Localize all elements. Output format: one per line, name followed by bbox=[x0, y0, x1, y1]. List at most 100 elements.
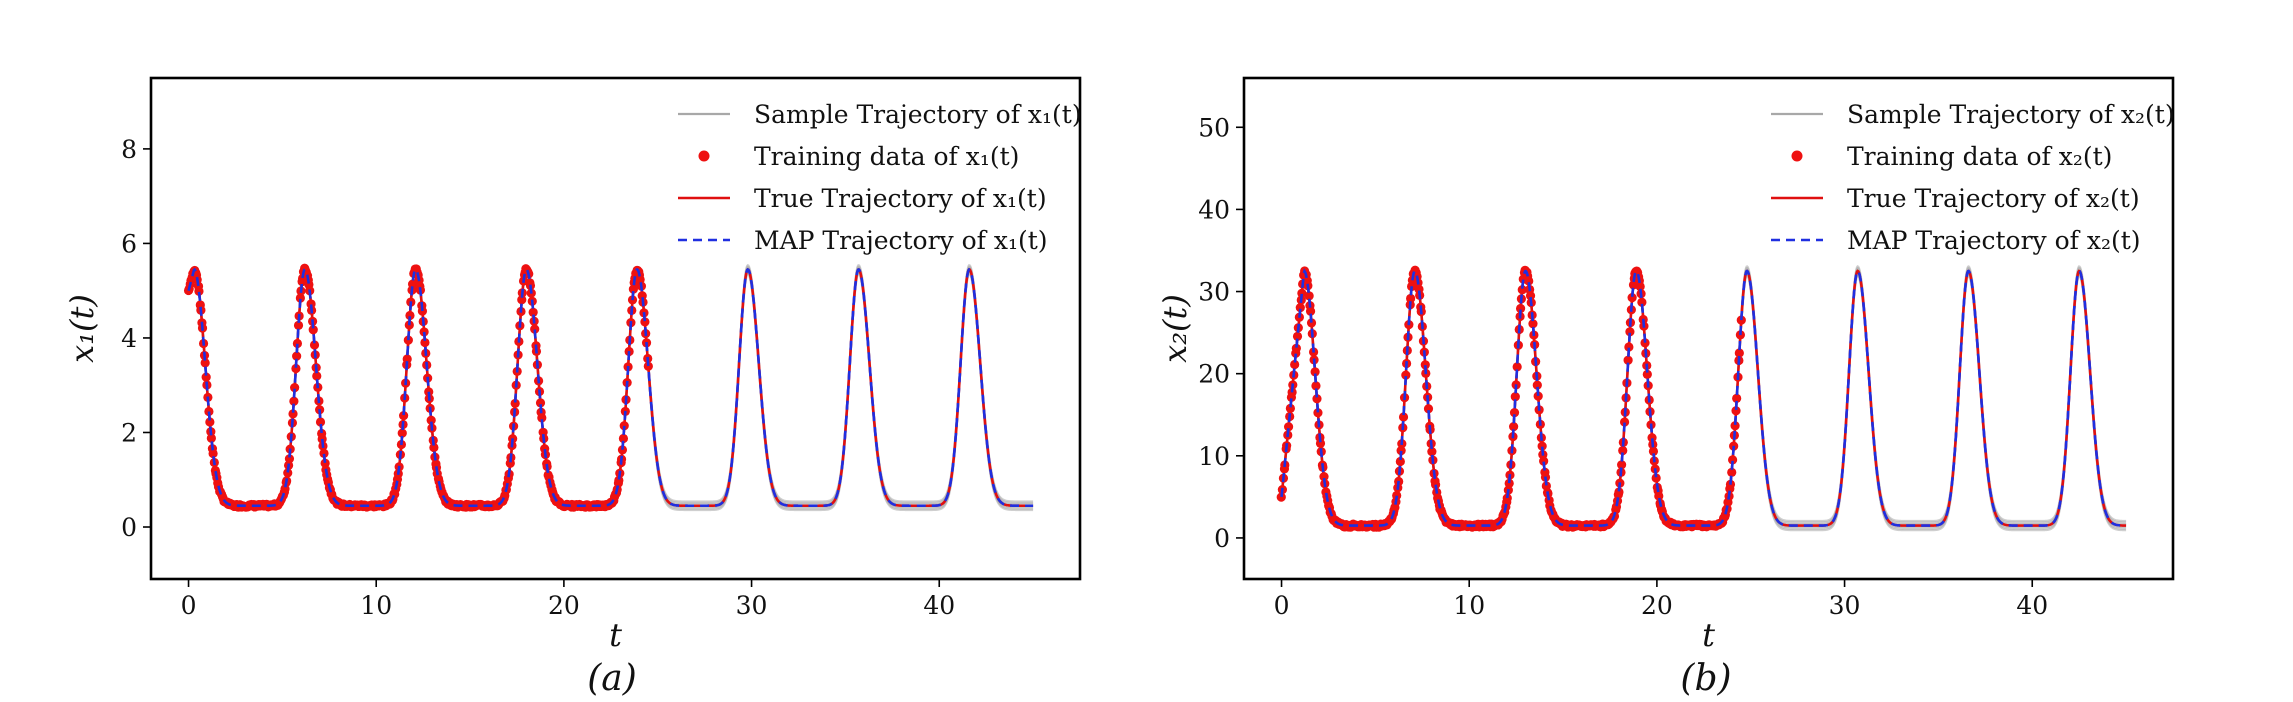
training-data-point bbox=[1319, 472, 1329, 482]
y-axis-label: x₁(t) bbox=[63, 294, 101, 363]
training-data-point bbox=[1510, 392, 1520, 402]
training-data-point bbox=[1727, 467, 1737, 477]
training-data-point bbox=[640, 317, 650, 327]
panel-b: 0 10 20 30 40 0 10 20 30 40 50 t x₂(t) (b) Sample Traj… bbox=[1156, 76, 2175, 699]
training-data-point bbox=[1395, 456, 1405, 467]
training-data-point bbox=[1537, 441, 1547, 451]
training-data-point bbox=[1647, 433, 1657, 443]
training-data-point bbox=[402, 354, 412, 364]
legend-training-swatch bbox=[1791, 150, 1803, 162]
training-data-point bbox=[1619, 417, 1630, 427]
training-data-point bbox=[617, 445, 628, 455]
training-data-point bbox=[517, 295, 527, 305]
training-data-point bbox=[1512, 362, 1522, 372]
y-tick-label: 4 bbox=[121, 324, 137, 353]
training-data-point bbox=[1635, 281, 1645, 292]
training-data-point bbox=[1290, 359, 1300, 370]
panel-caption: (a) bbox=[587, 658, 637, 699]
training-data-point bbox=[1732, 393, 1742, 404]
training-data-point bbox=[289, 396, 299, 406]
training-data-point bbox=[397, 428, 407, 438]
training-data-point bbox=[618, 433, 629, 444]
x-tick-label: 30 bbox=[1829, 591, 1861, 620]
training-data-point bbox=[208, 448, 218, 459]
training-data-point bbox=[1736, 315, 1746, 325]
legend-entry-label: True Trajectory of x₂(t) bbox=[1847, 184, 2140, 213]
x-axis-label: t bbox=[1702, 616, 1715, 654]
legend-entry-label: Sample Trajectory of x₂(t) bbox=[1847, 100, 2175, 129]
training-data-point bbox=[1504, 478, 1514, 488]
y-tick-label: 0 bbox=[1214, 524, 1230, 553]
training-data-point bbox=[292, 338, 303, 349]
training-data-point bbox=[309, 340, 320, 350]
training-data-point bbox=[290, 383, 300, 393]
training-data-point bbox=[1618, 445, 1628, 456]
x-tick-label: 20 bbox=[1641, 591, 1673, 620]
training-data-point bbox=[1392, 490, 1402, 501]
training-data-point bbox=[1533, 391, 1543, 401]
training-data-point bbox=[1524, 276, 1534, 286]
training-data-point bbox=[319, 448, 329, 458]
training-data-point bbox=[295, 293, 305, 303]
training-data-point bbox=[1304, 291, 1314, 301]
training-data-point bbox=[1305, 306, 1316, 316]
training-data-point bbox=[1311, 381, 1321, 391]
training-data-point bbox=[312, 371, 322, 381]
training-data-point bbox=[1731, 406, 1741, 416]
training-data-point bbox=[291, 363, 301, 374]
training-data-point bbox=[292, 351, 302, 361]
plot-area bbox=[183, 263, 1034, 512]
legend-entry-label: True Trajectory of x₁(t) bbox=[754, 184, 1047, 213]
y-tick-label: 50 bbox=[1198, 113, 1230, 142]
training-data-point bbox=[1427, 446, 1437, 457]
x-tick-label: 20 bbox=[548, 591, 580, 620]
map-trajectory-line bbox=[187, 267, 1034, 508]
y-tick-label: 40 bbox=[1198, 195, 1230, 224]
y-tick-label: 20 bbox=[1198, 360, 1230, 389]
sample-trajectory-line bbox=[1280, 270, 2127, 532]
y-tick-label: 8 bbox=[121, 135, 137, 164]
training-data-point bbox=[293, 320, 304, 330]
training-data-point bbox=[528, 307, 538, 317]
training-data-point bbox=[1312, 394, 1322, 404]
training-data-point bbox=[537, 413, 547, 423]
training-data-point bbox=[1617, 460, 1627, 470]
y-tick-label: 30 bbox=[1198, 278, 1230, 307]
training-data-point bbox=[1627, 293, 1637, 303]
training-data-point bbox=[1292, 331, 1303, 341]
training-data-point bbox=[206, 433, 216, 443]
training-data-point bbox=[1276, 492, 1286, 502]
legend-entry-label: MAP Trajectory of x₂(t) bbox=[1847, 226, 2141, 255]
x-tick-label: 10 bbox=[360, 591, 392, 620]
training-data-point bbox=[405, 310, 415, 321]
y-tick-label: 0 bbox=[121, 513, 137, 542]
training-data-point bbox=[1648, 446, 1659, 456]
training-data-point bbox=[283, 468, 293, 478]
legend-entry-label: Training data of x₁(t) bbox=[754, 142, 1019, 171]
y-axis-label: x₂(t) bbox=[1156, 294, 1194, 363]
training-data-point bbox=[1509, 421, 1519, 432]
x-tick-label: 0 bbox=[181, 591, 197, 620]
training-data-point bbox=[429, 442, 439, 453]
training-data-point bbox=[1625, 327, 1635, 337]
x-tick-label: 40 bbox=[923, 591, 955, 620]
legend: Sample Trajectory of x₁(t) Training data … bbox=[678, 100, 1082, 255]
training-data-point bbox=[530, 324, 540, 334]
training-data-point bbox=[1654, 491, 1664, 501]
x-tick-label: 0 bbox=[1274, 591, 1290, 620]
training-data-point bbox=[1539, 456, 1549, 466]
y-tick-label: 6 bbox=[121, 229, 137, 258]
training-data-point bbox=[1315, 438, 1326, 448]
panel-a: 0 10 20 30 40 0 2 4 6 8 t x₁(t) (a) Sample Trajectory… bbox=[63, 76, 1082, 699]
training-data-point bbox=[1283, 422, 1294, 432]
training-data-point bbox=[1306, 318, 1317, 328]
training-data-point bbox=[284, 454, 295, 464]
legend-entry-label: Sample Trajectory of x₁(t) bbox=[754, 100, 1082, 129]
training-data-point bbox=[417, 306, 428, 316]
panel-caption: (b) bbox=[1680, 658, 1731, 699]
training-data-point bbox=[1640, 338, 1650, 348]
axes-frame bbox=[1242, 76, 2175, 581]
training-data-point bbox=[1651, 473, 1661, 483]
training-data-point bbox=[1406, 293, 1416, 304]
training-data-point bbox=[619, 421, 629, 431]
